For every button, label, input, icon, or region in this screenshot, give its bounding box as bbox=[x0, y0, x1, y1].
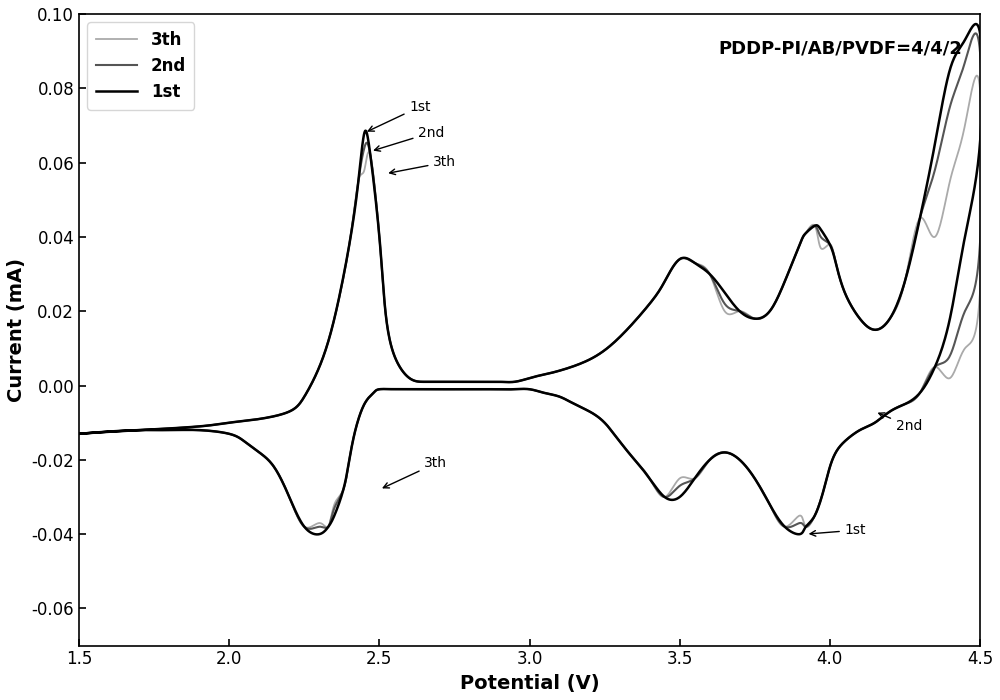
2nd bbox=[473, 385, 485, 393]
2nd bbox=[970, 29, 982, 38]
3th bbox=[201, 426, 213, 435]
2nd bbox=[73, 430, 85, 438]
Text: PDDP-PI/AB/PVDF=4/4/2: PDDP-PI/AB/PVDF=4/4/2 bbox=[718, 39, 962, 57]
1st bbox=[297, 394, 309, 402]
1st bbox=[473, 385, 485, 393]
2nd bbox=[304, 525, 316, 533]
2nd bbox=[203, 426, 215, 435]
Y-axis label: Current (mA): Current (mA) bbox=[7, 258, 26, 402]
1st bbox=[311, 530, 323, 538]
Text: 3th: 3th bbox=[390, 155, 456, 174]
3th bbox=[73, 430, 85, 438]
3th bbox=[473, 385, 485, 393]
Line: 2nd: 2nd bbox=[79, 34, 982, 529]
1st bbox=[73, 430, 85, 438]
Line: 3th: 3th bbox=[79, 76, 982, 528]
Legend: 3th, 2nd, 1st: 3th, 2nd, 1st bbox=[87, 22, 194, 110]
1st bbox=[201, 426, 213, 435]
3th bbox=[73, 430, 85, 438]
Text: 2nd: 2nd bbox=[879, 413, 922, 433]
1st bbox=[952, 272, 964, 281]
2nd bbox=[297, 394, 309, 402]
3th bbox=[297, 394, 309, 402]
Text: 1st: 1st bbox=[810, 523, 866, 537]
Text: 3th: 3th bbox=[383, 456, 447, 488]
3th bbox=[203, 426, 215, 435]
2nd bbox=[201, 426, 213, 435]
2nd bbox=[964, 38, 976, 47]
3th bbox=[964, 92, 976, 101]
3th bbox=[952, 359, 964, 368]
3th bbox=[971, 71, 983, 80]
1st bbox=[970, 20, 982, 28]
Text: 1st: 1st bbox=[368, 99, 431, 131]
1st bbox=[203, 426, 215, 435]
X-axis label: Potential (V): Potential (V) bbox=[460, 674, 599, 693]
Line: 1st: 1st bbox=[79, 24, 982, 534]
2nd bbox=[73, 430, 85, 438]
1st bbox=[964, 25, 976, 34]
3th bbox=[302, 524, 314, 532]
Text: 2nd: 2nd bbox=[375, 125, 445, 151]
2nd bbox=[952, 328, 964, 337]
1st bbox=[73, 430, 85, 438]
